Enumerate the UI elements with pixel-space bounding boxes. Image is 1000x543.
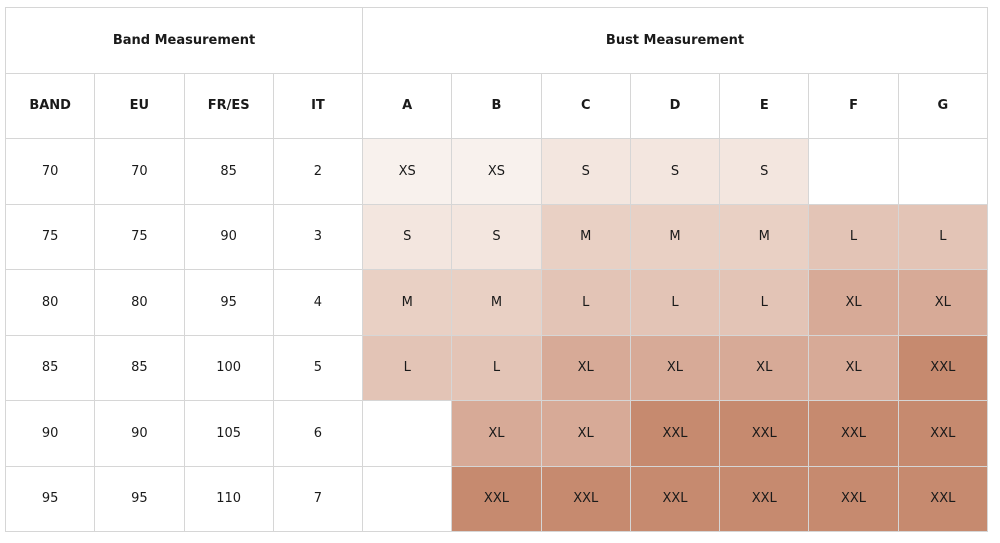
column-header: D (629, 72, 721, 139)
size-cell: XL (808, 269, 899, 336)
column-header: FR/ES (183, 72, 274, 139)
group-header: Bust Measurement (362, 7, 988, 74)
band-cell: 95 (94, 465, 185, 532)
size-cell: XL (451, 400, 542, 467)
band-cell: 85 (4, 334, 96, 401)
size-cell: S (451, 203, 542, 270)
column-header: E (719, 72, 810, 139)
column-header-row: BAND EU FR/ES IT A B C D E F G (4, 72, 989, 139)
size-cell: XS (362, 138, 453, 205)
band-cell: 5 (272, 334, 364, 401)
size-cell: L (540, 269, 631, 336)
column-header: A (362, 72, 453, 139)
size-cell: XXL (808, 465, 899, 532)
size-cell: XL (540, 400, 631, 467)
size-cell: XXL (897, 465, 989, 532)
size-cell: S (629, 138, 721, 205)
size-chart-table: Band Measurement Bust Measurement BAND EU F… (4, 7, 989, 532)
table-row: 85 85 100 5 L L XL XL XL XL XXL (4, 334, 989, 401)
band-cell: 90 (183, 203, 274, 270)
band-cell: 90 (4, 400, 96, 467)
size-cell: L (897, 203, 989, 270)
size-cell: M (451, 269, 542, 336)
band-cell: 7 (272, 465, 364, 532)
size-cell: XXL (629, 400, 721, 467)
size-cell (362, 465, 453, 532)
size-cell: M (719, 203, 810, 270)
size-cell: XXL (897, 334, 989, 401)
band-cell: 90 (94, 400, 185, 467)
column-header: IT (272, 72, 364, 139)
size-cell: XXL (451, 465, 542, 532)
table-row: 95 95 110 7 XXL XXL XXL XXL XXL XXL (4, 465, 989, 532)
size-cell: XXL (719, 400, 810, 467)
size-cell: XXL (719, 465, 810, 532)
band-cell: 70 (4, 138, 96, 205)
group-header: Band Measurement (4, 7, 364, 74)
size-cell: XXL (540, 465, 631, 532)
column-header: F (808, 72, 899, 139)
size-cell: XL (719, 334, 810, 401)
band-cell: 95 (183, 269, 274, 336)
size-cell: M (362, 269, 453, 336)
band-cell: 85 (183, 138, 274, 205)
band-cell: 100 (183, 334, 274, 401)
size-cell: XL (897, 269, 989, 336)
band-cell: 95 (4, 465, 96, 532)
band-cell: 70 (94, 138, 185, 205)
size-cell: XL (808, 334, 899, 401)
column-header: EU (94, 72, 185, 139)
size-cell: XXL (897, 400, 989, 467)
table-row: 90 90 105 6 XL XL XXL XXL XXL XXL (4, 400, 989, 467)
band-cell: 75 (4, 203, 96, 270)
size-cell: M (629, 203, 721, 270)
size-cell: L (629, 269, 721, 336)
size-cell: XL (629, 334, 721, 401)
size-cell: XL (540, 334, 631, 401)
band-cell: 4 (272, 269, 364, 336)
size-cell: S (540, 138, 631, 205)
band-cell: 105 (183, 400, 274, 467)
band-cell: 80 (4, 269, 96, 336)
table-row: 80 80 95 4 M M L L L XL XL (4, 269, 989, 336)
size-cell: L (719, 269, 810, 336)
band-cell: 80 (94, 269, 185, 336)
size-cell: L (808, 203, 899, 270)
table-row: 70 70 85 2 XS XS S S S (4, 138, 989, 205)
size-cell: S (719, 138, 810, 205)
size-cell: XXL (808, 400, 899, 467)
band-cell: 85 (94, 334, 185, 401)
band-cell: 3 (272, 203, 364, 270)
size-cell: S (362, 203, 453, 270)
size-cell: XS (451, 138, 542, 205)
size-cell (897, 138, 989, 205)
size-cell: L (451, 334, 542, 401)
group-header-row: Band Measurement Bust Measurement (4, 7, 988, 74)
band-cell: 6 (272, 400, 364, 467)
column-header: C (540, 72, 631, 139)
band-cell: 75 (94, 203, 185, 270)
size-cell (808, 138, 899, 205)
size-cell: M (540, 203, 631, 270)
column-header: B (451, 72, 542, 139)
table-body: 70 70 85 2 XS XS S S S 75 75 90 3 S S M M M L L 80 80 95 4 M M L L L… (4, 138, 989, 532)
size-cell: XXL (629, 465, 721, 532)
band-cell: 2 (272, 138, 364, 205)
band-cell: 110 (183, 465, 274, 532)
table-row: 75 75 90 3 S S M M M L L (4, 203, 989, 270)
size-cell: L (362, 334, 453, 401)
column-header: G (897, 72, 989, 139)
size-cell (362, 400, 453, 467)
column-header: BAND (4, 72, 96, 139)
